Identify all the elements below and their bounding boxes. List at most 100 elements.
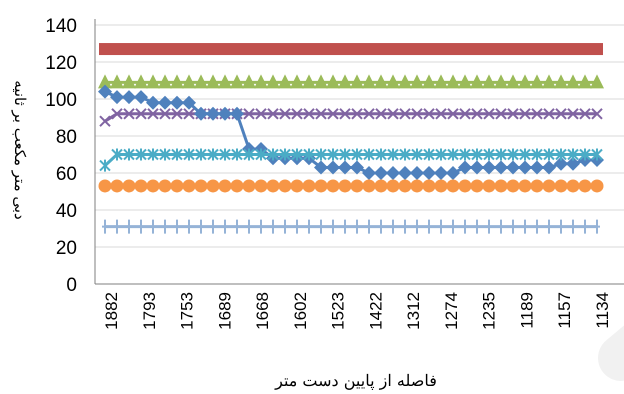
data-point-circle xyxy=(518,179,532,193)
data-point-circle xyxy=(362,179,376,193)
data-point-x xyxy=(363,108,375,120)
data-point-star xyxy=(99,159,111,172)
data-point-plus xyxy=(306,219,312,234)
data-point-diamond xyxy=(158,95,172,110)
data-point-square xyxy=(507,43,519,56)
data-point-plus xyxy=(366,219,372,234)
data-point-circle xyxy=(398,179,412,193)
data-point-star xyxy=(123,148,135,161)
x-tick-label: 1422 xyxy=(366,292,385,330)
data-point-plus xyxy=(102,219,108,234)
data-point-diamond xyxy=(494,160,508,175)
data-point-plus xyxy=(462,219,468,234)
data-point-diamond xyxy=(218,106,232,121)
data-point-circle xyxy=(194,179,208,193)
data-point-square xyxy=(99,43,111,56)
data-point-star xyxy=(435,148,447,161)
data-point-star xyxy=(315,148,327,161)
data-point-plus xyxy=(486,219,492,234)
gridlines xyxy=(95,24,624,248)
data-point-circle xyxy=(374,179,388,193)
data-point-diamond xyxy=(518,160,532,175)
data-point-x xyxy=(555,108,567,120)
data-point-triangle xyxy=(146,74,160,89)
data-point-circle xyxy=(446,179,460,193)
y-axis-title: دبی متر مکعب بر ثانیه xyxy=(11,80,29,220)
data-point-plus xyxy=(546,219,552,234)
data-point-x xyxy=(459,108,471,120)
data-point-diamond xyxy=(98,84,112,99)
data-point-square xyxy=(303,43,315,56)
y-tick-label: 100 xyxy=(45,90,77,111)
data-point-plus xyxy=(474,219,480,234)
data-point-x xyxy=(291,108,303,120)
x-tick-label: 1157 xyxy=(555,292,574,329)
data-point-triangle xyxy=(158,74,172,89)
data-point-star xyxy=(171,148,183,161)
data-point-square xyxy=(399,43,411,56)
data-point-diamond xyxy=(230,106,244,121)
y-tick-label: 40 xyxy=(56,201,77,222)
data-point-triangle xyxy=(290,74,304,89)
data-point-star xyxy=(135,148,147,161)
data-point-triangle xyxy=(386,74,400,89)
data-point-star xyxy=(555,148,567,161)
x-tick-label: 1523 xyxy=(329,292,348,330)
data-point-triangle xyxy=(578,74,592,89)
data-point-circle xyxy=(314,179,328,193)
data-point-triangle xyxy=(326,74,340,89)
data-point-diamond xyxy=(470,160,484,175)
data-point-triangle xyxy=(590,74,604,89)
plot-area xyxy=(98,43,604,234)
data-point-square xyxy=(111,43,123,56)
data-point-star xyxy=(567,148,579,161)
data-point-circle xyxy=(302,179,316,193)
data-point-circle xyxy=(290,179,304,193)
data-point-star xyxy=(279,148,291,161)
data-point-star xyxy=(339,148,351,161)
data-point-plus xyxy=(558,219,564,234)
data-point-circle xyxy=(434,179,448,193)
data-point-star xyxy=(591,148,603,161)
data-point-square xyxy=(123,43,135,56)
data-point-square xyxy=(567,43,579,56)
data-point-square xyxy=(435,43,447,56)
data-point-star xyxy=(387,148,399,161)
data-point-square xyxy=(195,43,207,56)
data-point-x xyxy=(543,108,555,120)
data-point-star xyxy=(363,148,375,161)
data-point-diamond xyxy=(314,160,328,175)
series-line xyxy=(103,153,597,167)
data-point-circle xyxy=(470,179,484,193)
data-point-square xyxy=(135,43,147,56)
data-point-square xyxy=(243,43,255,56)
data-point-triangle xyxy=(446,74,460,89)
data-point-plus xyxy=(186,219,192,234)
data-point-triangle xyxy=(554,74,568,89)
x-tick-label: 1882 xyxy=(102,292,121,330)
data-point-x xyxy=(483,108,495,120)
data-point-star xyxy=(159,148,171,161)
data-point-triangle xyxy=(242,74,256,89)
data-point-square xyxy=(327,43,339,56)
data-point-square xyxy=(207,43,219,56)
data-point-x xyxy=(267,108,279,120)
data-point-square xyxy=(147,43,159,56)
data-point-x xyxy=(531,108,543,120)
data-point-x xyxy=(279,108,291,120)
y-tick-label: 60 xyxy=(56,164,77,185)
data-point-star xyxy=(231,148,243,161)
data-point-square xyxy=(291,43,303,56)
data-point-x xyxy=(315,108,327,120)
data-point-x xyxy=(495,108,507,120)
data-point-plus xyxy=(570,219,576,234)
data-point-plus xyxy=(222,219,228,234)
x-axis-title: فاصله از پایین دست متر xyxy=(274,371,437,390)
y-tick-label: 140 xyxy=(45,16,77,37)
data-point-star xyxy=(207,148,219,161)
data-point-triangle xyxy=(266,74,280,89)
data-point-square xyxy=(231,43,243,56)
data-point-triangle xyxy=(458,74,472,89)
data-point-circle xyxy=(506,179,520,193)
data-point-diamond xyxy=(566,156,580,171)
